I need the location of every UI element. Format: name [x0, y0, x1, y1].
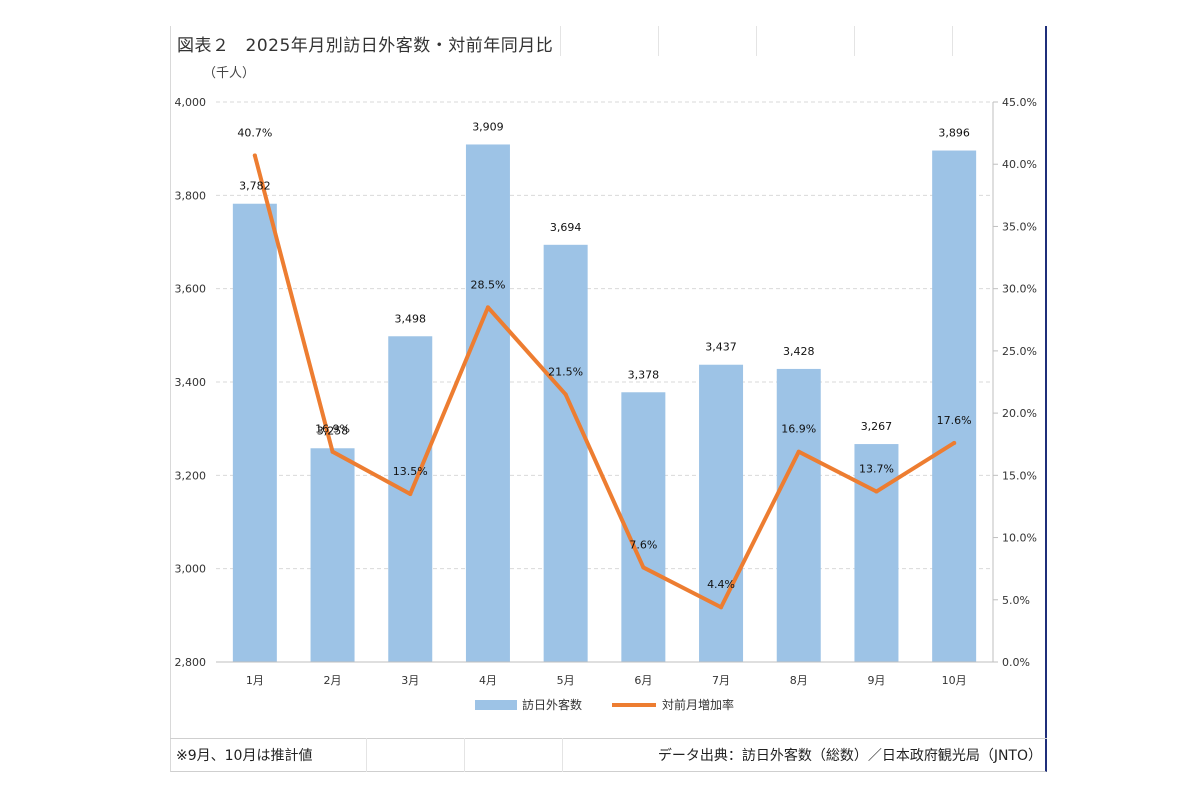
left-tick-label: 3,800 — [175, 189, 207, 202]
growth-rate-point — [485, 305, 490, 310]
right-tick-label: 20.0% — [1002, 407, 1037, 420]
category-label: 3月 — [401, 674, 419, 687]
data-source: データ出典：訪日外客数（総数）／日本政府観光局（JNTO） — [657, 748, 1042, 764]
right-tick-label: 25.0% — [1002, 345, 1037, 358]
figure-label: 図表２ — [177, 36, 230, 56]
bar — [932, 150, 977, 663]
category-label: 6月 — [634, 674, 652, 687]
left-tick-label: 3,600 — [175, 283, 207, 296]
growth-rate-point — [330, 449, 335, 454]
left-tick-label: 4,000 — [175, 96, 207, 109]
bar — [465, 144, 510, 662]
bar-value-label: 3,909 — [472, 120, 504, 133]
bar — [310, 448, 355, 662]
footer-grid-line — [562, 738, 563, 772]
growth-rate-point — [408, 492, 413, 496]
rate-value-label: 16.9% — [315, 423, 350, 436]
category-label: 10月 — [942, 674, 967, 687]
bar-value-label: 3,378 — [628, 368, 660, 381]
rate-value-label: 17.6% — [937, 414, 972, 427]
right-tick-label: 15.0% — [1002, 469, 1037, 482]
rate-value-label: 4.4% — [707, 578, 735, 591]
footer-grid-line — [366, 738, 367, 772]
bar — [854, 444, 899, 662]
bar-value-label: 3,896 — [938, 127, 970, 140]
right-tick-label: 45.0% — [1002, 96, 1037, 109]
right-tick-label: 40.0% — [1002, 158, 1037, 171]
bar — [776, 368, 821, 662]
chart-frame — [170, 26, 1047, 772]
left-axis-unit: （千人） — [203, 66, 256, 81]
rate-value-label: 40.7% — [237, 127, 272, 140]
footer-grid-line — [464, 738, 465, 772]
title-text: 2025年月別訪日外客数・対前年同月比 — [245, 36, 554, 56]
rate-value-label: 16.9% — [781, 423, 816, 436]
bar-value-label: 3,428 — [783, 345, 815, 358]
left-tick-label: 3,400 — [175, 376, 207, 389]
growth-rate-point — [252, 153, 257, 158]
category-label: 9月 — [867, 674, 885, 687]
rate-value-label: 13.7% — [859, 463, 894, 476]
right-tick-label: 5.0% — [1002, 594, 1030, 607]
left-tick-label: 3,000 — [175, 563, 207, 576]
bar — [232, 203, 277, 662]
bar — [699, 364, 744, 662]
bar-value-label: 3,437 — [705, 341, 737, 354]
rate-value-label: 21.5% — [548, 365, 583, 378]
growth-rate-point — [719, 605, 724, 610]
left-tick-label: 3,200 — [175, 469, 207, 482]
growth-rate-point — [563, 392, 568, 397]
right-tick-label: 10.0% — [1002, 532, 1037, 545]
rate-value-label: 7.6% — [629, 538, 657, 551]
right-tick-label: 30.0% — [1002, 283, 1037, 296]
header-grid-lines — [560, 26, 1047, 56]
category-label: 7月 — [712, 674, 730, 687]
right-tick-label: 0.0% — [1002, 656, 1030, 669]
growth-rate-point — [952, 440, 957, 445]
rate-value-label: 13.5% — [393, 465, 428, 478]
bar-value-label: 3,782 — [239, 180, 271, 193]
bar — [388, 336, 433, 662]
chart-title: 図表２ 2025年月別訪日外客数・対前年同月比 — [177, 31, 553, 56]
legend-bar-swatch — [475, 700, 517, 710]
left-tick-label: 2,800 — [175, 656, 207, 669]
bar-value-label: 3,267 — [861, 420, 893, 433]
bar-value-label: 3,694 — [550, 221, 582, 234]
bar — [543, 244, 588, 663]
category-label: 1月 — [246, 674, 264, 687]
category-label: 2月 — [324, 674, 342, 687]
bar-value-label: 3,498 — [395, 312, 427, 325]
footer-divider — [170, 738, 1047, 739]
legend-bar-label: 訪日外客数 — [522, 697, 582, 712]
growth-rate-point — [874, 489, 879, 494]
category-label: 4月 — [479, 674, 497, 687]
category-label: 8月 — [790, 674, 808, 687]
growth-rate-line — [252, 153, 957, 610]
bar-value-label: 3,258 — [317, 424, 349, 437]
category-label: 5月 — [557, 674, 575, 687]
footnote: ※9月、10月は推計値 — [176, 748, 313, 764]
legend-line-label: 対前月増加率 — [662, 697, 734, 712]
rate-value-label: 28.5% — [470, 278, 505, 291]
bar — [621, 392, 666, 662]
growth-rate-point — [796, 449, 801, 454]
growth-rate-point — [641, 565, 646, 570]
right-tick-label: 35.0% — [1002, 220, 1037, 233]
